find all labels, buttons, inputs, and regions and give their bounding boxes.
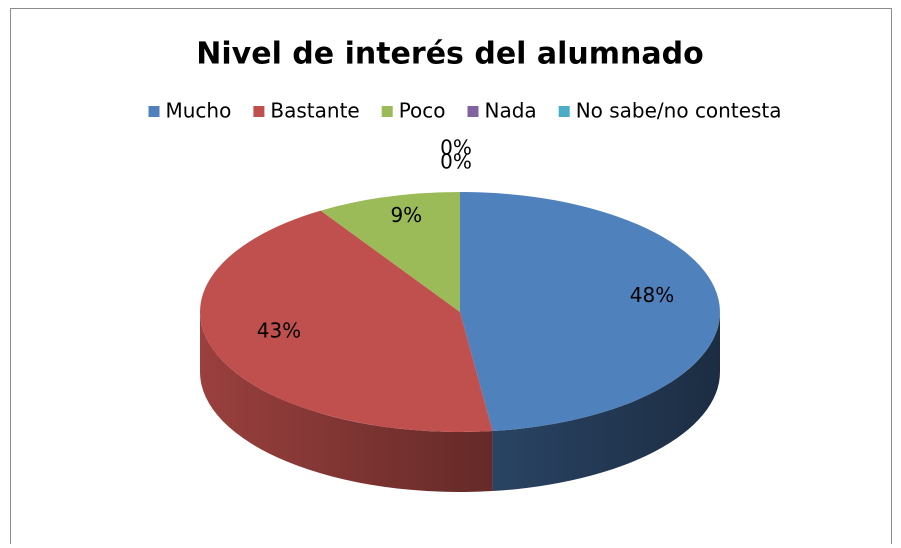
data-label: 43% [257, 319, 301, 343]
pie-slice [460, 192, 720, 432]
data-label: 48% [630, 283, 674, 307]
legend-swatch [148, 106, 160, 117]
legend-label: Nada [485, 99, 537, 123]
pie-tops [200, 192, 720, 432]
legend-item: Mucho [148, 99, 232, 123]
pie-sides [200, 312, 720, 492]
legend-swatch [381, 106, 393, 117]
legend-item: Nada [467, 99, 537, 123]
legend-label: Mucho [166, 99, 232, 123]
legend-item: Bastante [253, 99, 360, 123]
legend: Mucho Bastante Poco Nada No sabe/no contesta [148, 99, 782, 123]
data-label: 9% [390, 203, 422, 227]
legend-label: No sabe/no contesta [576, 99, 782, 123]
legend-item: No sabe/no contesta [558, 99, 782, 123]
pie-slice [320, 192, 460, 312]
legend-label: Poco [399, 99, 446, 123]
legend-label: Bastante [270, 99, 359, 123]
data-labels: 48% 43% 9% 0%0% [257, 136, 674, 343]
legend-swatch [558, 106, 570, 117]
pie-slice [200, 210, 493, 432]
data-label: 0% [440, 136, 472, 160]
data-label: 0% [440, 150, 472, 174]
legend-item: Poco [381, 99, 446, 123]
legend-swatch [253, 106, 265, 117]
pie-slice-side [200, 312, 493, 492]
pie-slice-side [492, 312, 720, 492]
legend-swatch [467, 106, 479, 117]
chart-title: Nivel de interés del alumnado [196, 37, 703, 72]
